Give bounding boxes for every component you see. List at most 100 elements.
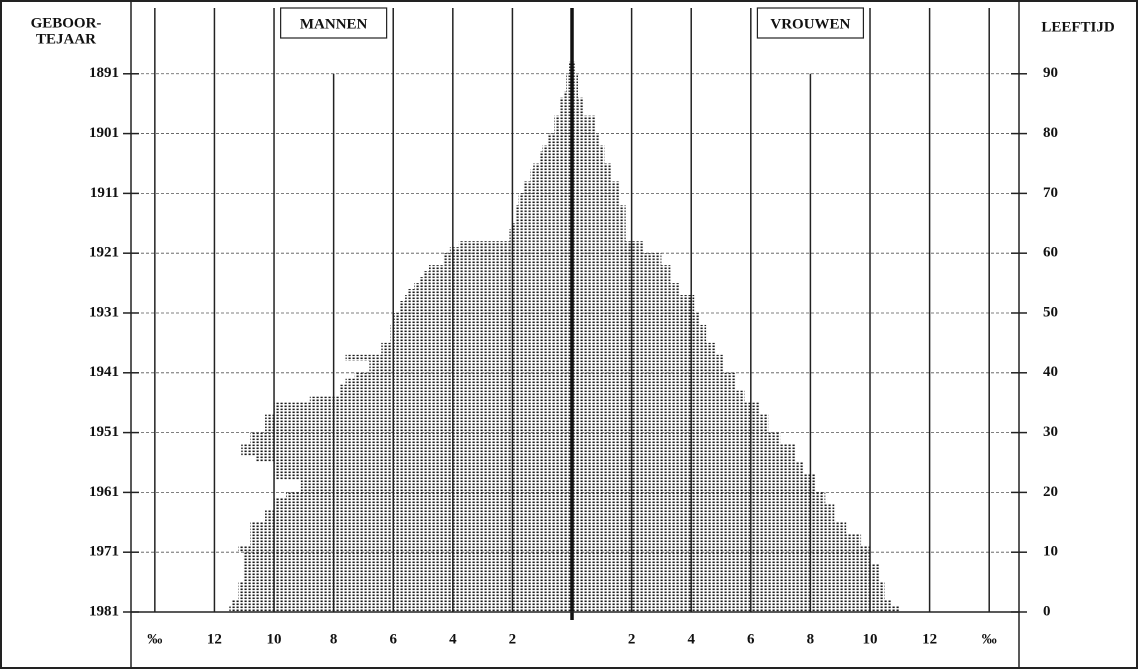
x-tick-label: ‰ xyxy=(147,631,162,647)
x-tick-label: 8 xyxy=(807,631,815,647)
bar xyxy=(572,576,879,583)
bar xyxy=(238,588,573,595)
bar xyxy=(393,318,573,325)
x-tick-label: 12 xyxy=(207,631,222,647)
bar xyxy=(572,558,871,565)
bar xyxy=(274,504,573,511)
y-tick-label: 0 xyxy=(1043,603,1051,619)
bar xyxy=(563,91,573,98)
bar xyxy=(566,73,573,80)
bar xyxy=(509,235,573,242)
bar xyxy=(572,462,805,469)
bar xyxy=(533,163,573,170)
bar xyxy=(572,516,835,523)
bar xyxy=(420,277,573,284)
bar xyxy=(515,205,573,212)
bar xyxy=(250,540,573,547)
bar xyxy=(572,295,695,302)
y2-tick-label: 1961 xyxy=(89,484,119,500)
bar xyxy=(515,217,573,224)
bar xyxy=(572,378,736,385)
bar xyxy=(572,181,620,188)
bar xyxy=(232,600,573,607)
bar xyxy=(443,259,573,266)
bar xyxy=(345,354,573,361)
bar xyxy=(572,121,596,128)
bar xyxy=(244,576,573,583)
bar xyxy=(274,498,573,505)
bar xyxy=(554,127,573,134)
bar xyxy=(566,85,573,92)
bar xyxy=(369,360,573,367)
bar xyxy=(443,253,573,260)
bar xyxy=(300,486,573,493)
bar xyxy=(238,546,573,553)
bar xyxy=(566,79,573,86)
y2-tick-label: 1921 xyxy=(89,245,119,261)
bar xyxy=(572,582,885,589)
bar xyxy=(572,301,695,308)
bar xyxy=(572,504,835,511)
y-tick-label: 10 xyxy=(1043,544,1058,560)
bar xyxy=(572,259,662,266)
bar xyxy=(572,600,891,607)
bar xyxy=(572,324,707,331)
bar xyxy=(572,588,885,595)
bar xyxy=(339,390,573,397)
x-tick-label: 4 xyxy=(687,631,695,647)
bar xyxy=(572,396,745,403)
bar xyxy=(393,312,573,319)
bar xyxy=(390,336,573,343)
bar xyxy=(548,133,573,140)
bar xyxy=(572,492,826,499)
bar xyxy=(572,606,900,612)
y2-tick-label: 1981 xyxy=(89,603,119,619)
bar xyxy=(572,402,760,409)
y-tick-label: 70 xyxy=(1043,185,1058,201)
bar xyxy=(274,474,573,481)
y-tick-label: 80 xyxy=(1043,125,1058,141)
bar xyxy=(554,115,573,122)
bar xyxy=(572,450,796,457)
y2-tick-label: 1911 xyxy=(90,185,119,201)
y2-tick-label: 1891 xyxy=(89,65,119,81)
bar xyxy=(572,253,662,260)
bar xyxy=(572,145,605,152)
legend-label: VROUWEN xyxy=(770,16,850,32)
labels: 0 10 20 30 40 50 60 70 80 90 1981 1971 1961 1951 1941 1… xyxy=(31,7,1115,647)
bar xyxy=(354,372,573,379)
bar xyxy=(572,283,680,290)
bar xyxy=(309,396,573,403)
bars xyxy=(229,61,900,612)
bar xyxy=(572,384,736,391)
bar xyxy=(274,462,573,469)
bar xyxy=(369,366,573,373)
bar xyxy=(572,289,680,296)
bar xyxy=(572,277,671,284)
bar xyxy=(524,187,573,194)
bar xyxy=(539,157,573,164)
bar xyxy=(572,330,707,337)
bar xyxy=(265,510,573,517)
bar xyxy=(554,121,573,128)
bar xyxy=(572,312,701,319)
bar xyxy=(572,85,578,92)
bar xyxy=(390,330,573,337)
bar xyxy=(572,91,578,98)
bar xyxy=(399,307,573,313)
bar xyxy=(244,552,573,559)
bar xyxy=(449,247,573,254)
bar xyxy=(509,229,573,236)
bar xyxy=(572,241,644,248)
x-tick-label: 6 xyxy=(389,631,397,647)
bar xyxy=(256,456,573,463)
legend-label: MANNEN xyxy=(300,16,368,32)
bar xyxy=(530,175,573,182)
bar xyxy=(572,151,605,158)
bar xyxy=(572,115,596,122)
bar xyxy=(572,73,578,80)
bar xyxy=(265,516,573,523)
bar xyxy=(250,528,573,535)
y2-tick-label: 1971 xyxy=(89,544,119,560)
y-tick-label: 40 xyxy=(1043,364,1058,380)
